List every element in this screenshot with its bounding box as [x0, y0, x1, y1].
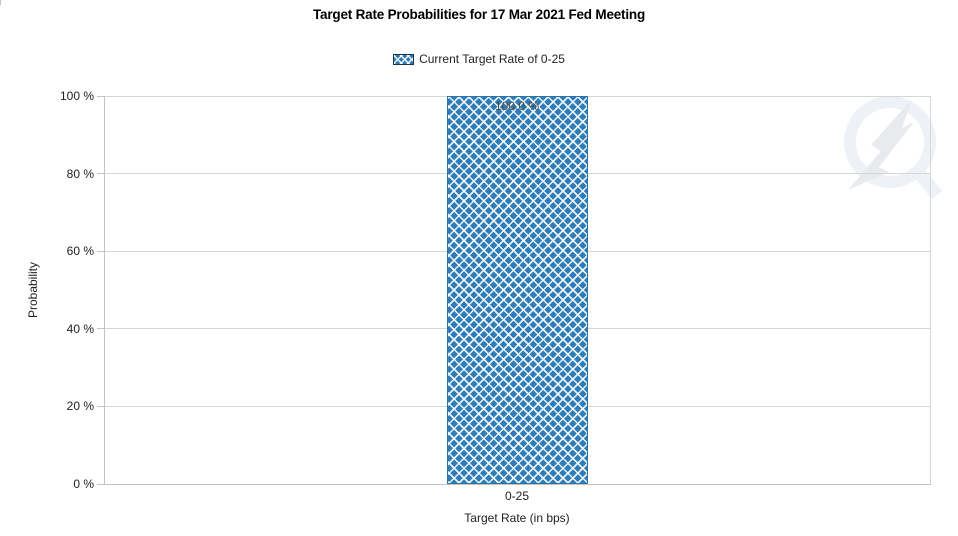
x-axis-line — [104, 484, 931, 485]
x-category-label: 0-25 — [504, 489, 530, 503]
y-axis-tick — [97, 483, 104, 485]
y-axis-tick-label: 40 % — [66, 321, 94, 336]
y-axis-tick — [97, 328, 104, 330]
chart-title: Target Rate Probabilities for 17 Mar 202… — [313, 7, 645, 22]
y-axis-tick-label: 0 % — [73, 477, 94, 491]
y-axis-tick — [97, 405, 104, 407]
bar-value-label: 100.0 % — [494, 99, 540, 113]
y-axis-title: Probability — [26, 261, 40, 319]
y-axis-tick — [97, 173, 104, 175]
y-axis-tick-label: 80 % — [66, 166, 94, 181]
y-axis-tick — [97, 250, 104, 252]
y-axis-tick-label: 100 % — [59, 89, 94, 103]
x-axis-tick — [0, 0, 1, 5]
x-axis-title: Target Rate (in bps) — [464, 511, 570, 525]
legend-swatch-crosshatch-icon — [393, 53, 415, 65]
y-axis-tick-label: 60 % — [66, 244, 94, 259]
bar-0-25: 100.0 % — [446, 96, 588, 484]
plot-right-border — [930, 96, 931, 485]
y-axis-tick — [97, 95, 104, 97]
legend-label: Current Target Rate of 0-25 — [419, 52, 565, 66]
quikstrike-watermark-logo-icon — [844, 96, 943, 200]
y-axis-line — [104, 96, 105, 485]
y-axis-tick-label: 20 % — [66, 399, 94, 414]
chart-legend: Current Target Rate of 0-25 — [0, 51, 958, 67]
